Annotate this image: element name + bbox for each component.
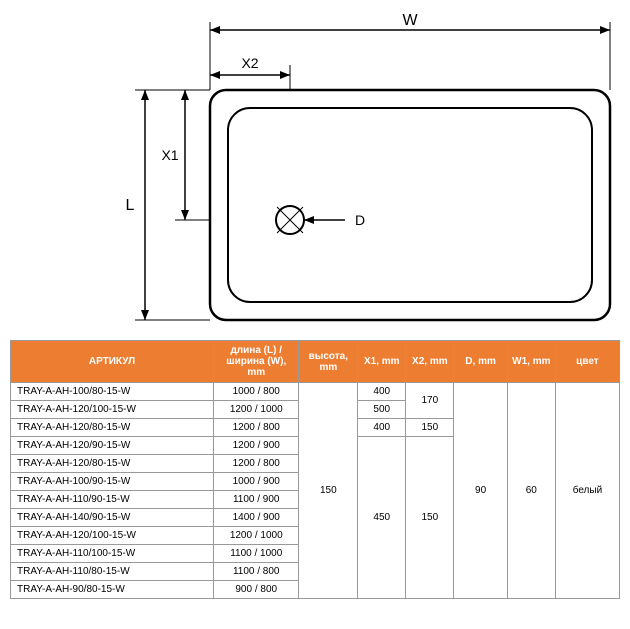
- tray-outer: [210, 90, 610, 320]
- cell-dim: 900 / 800: [214, 581, 299, 599]
- cell-dim: 1000 / 800: [214, 383, 299, 401]
- cell-article: TRAY-A-AH-120/80-15-W: [11, 455, 214, 473]
- tray-diagram: W X2 L X1 D: [10, 10, 620, 330]
- cell-x2: 170: [406, 383, 454, 419]
- col-x2: X2, mm: [406, 341, 454, 383]
- cell-dim: 1200 / 800: [214, 419, 299, 437]
- cell-article: TRAY-A-AH-100/80-15-W: [11, 383, 214, 401]
- label-x1: X1: [161, 147, 178, 163]
- cell-article: TRAY-A-AH-100/90-15-W: [11, 473, 214, 491]
- cell-w1: 60: [507, 383, 555, 599]
- col-d: D, mm: [454, 341, 507, 383]
- label-w: W: [402, 12, 418, 29]
- table-row: TRAY-A-AH-100/80-15-W1000 / 800150400170…: [11, 383, 620, 401]
- label-l: L: [126, 197, 135, 214]
- col-x1: X1, mm: [358, 341, 406, 383]
- col-h: высота, mm: [299, 341, 358, 383]
- cell-dim: 1200 / 800: [214, 455, 299, 473]
- cell-dim: 1200 / 1000: [214, 401, 299, 419]
- cell-article: TRAY-A-AH-120/80-15-W: [11, 419, 214, 437]
- cell-dim: 1200 / 900: [214, 437, 299, 455]
- cell-dim: 1100 / 800: [214, 563, 299, 581]
- cell-article: TRAY-A-AH-140/90-15-W: [11, 509, 214, 527]
- col-article: АРТИКУЛ: [11, 341, 214, 383]
- cell-article: TRAY-A-AH-110/80-15-W: [11, 563, 214, 581]
- cell-x1: 400: [358, 419, 406, 437]
- cell-height: 150: [299, 383, 358, 599]
- cell-article: TRAY-A-AH-120/90-15-W: [11, 437, 214, 455]
- cell-x1: 400: [358, 383, 406, 401]
- cell-x1: 500: [358, 401, 406, 419]
- spec-table: АРТИКУЛ длина (L) / ширина (W), mm высот…: [10, 340, 620, 599]
- cell-dim: 1200 / 1000: [214, 527, 299, 545]
- cell-article: TRAY-A-AH-120/100-15-W: [11, 401, 214, 419]
- cell-d: 90: [454, 383, 507, 599]
- label-d: D: [355, 212, 365, 228]
- cell-article: TRAY-A-AH-90/80-15-W: [11, 581, 214, 599]
- cell-color: белый: [555, 383, 619, 599]
- cell-article: TRAY-A-AH-120/100-15-W: [11, 527, 214, 545]
- col-w1: W1, mm: [507, 341, 555, 383]
- cell-article: TRAY-A-AH-110/100-15-W: [11, 545, 214, 563]
- cell-dim: 1100 / 1000: [214, 545, 299, 563]
- cell-x2: 150: [406, 437, 454, 599]
- label-x2: X2: [241, 55, 258, 71]
- cell-dim: 1100 / 900: [214, 491, 299, 509]
- col-color: цвет: [555, 341, 619, 383]
- cell-dim: 1400 / 900: [214, 509, 299, 527]
- table-header-row: АРТИКУЛ длина (L) / ширина (W), mm высот…: [11, 341, 620, 383]
- cell-article: TRAY-A-AH-110/90-15-W: [11, 491, 214, 509]
- cell-dim: 1000 / 900: [214, 473, 299, 491]
- cell-x1: 450: [358, 437, 406, 599]
- cell-x2: 150: [406, 419, 454, 437]
- col-dim: длина (L) / ширина (W), mm: [214, 341, 299, 383]
